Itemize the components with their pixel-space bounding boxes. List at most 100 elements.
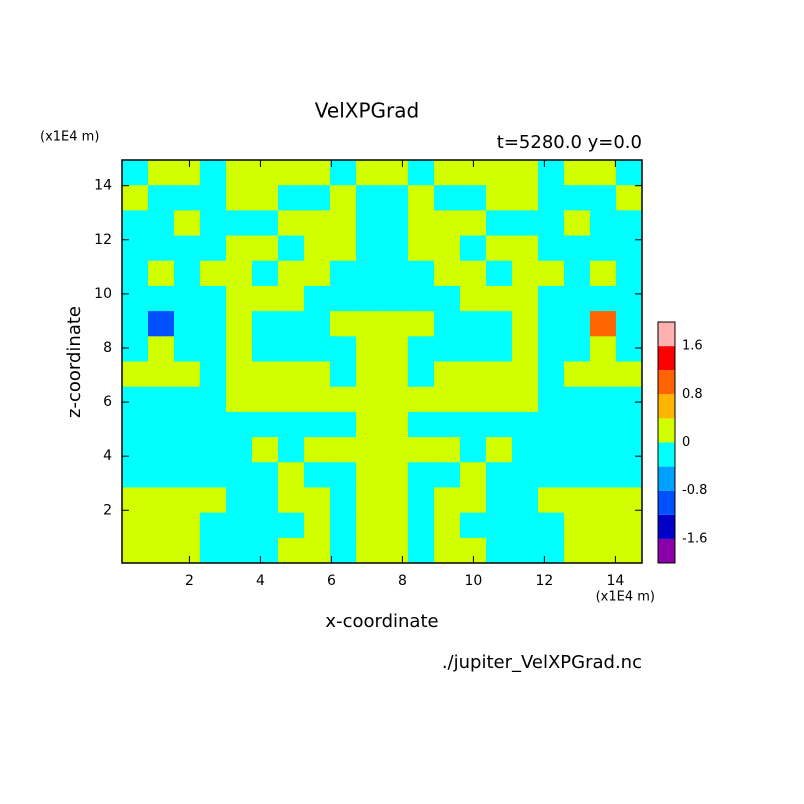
- contour-cell: [382, 285, 409, 312]
- contour-cell: [434, 285, 461, 312]
- contour-cell: [538, 160, 565, 186]
- contour-cell: [590, 361, 617, 388]
- contour-cell: [122, 386, 149, 413]
- contour-cell: [382, 160, 409, 186]
- colorbar-box: [658, 418, 675, 443]
- contour-cell: [408, 235, 435, 262]
- contour-cell: [408, 487, 435, 514]
- contour-cell: [616, 437, 643, 463]
- contour-cell: [148, 311, 175, 337]
- contour-cell: [252, 537, 279, 564]
- contour-cell: [460, 386, 487, 413]
- contour-cell: [122, 185, 149, 211]
- contour-cell: [148, 235, 175, 262]
- contour-cell: [148, 437, 175, 463]
- x-unit: (x1E4 m): [596, 590, 655, 605]
- contour-cell: [200, 311, 227, 337]
- contour-cell: [356, 185, 383, 211]
- contour-cell: [382, 185, 409, 211]
- contour-cell: [408, 185, 435, 211]
- x-tick-label: 8: [398, 573, 407, 589]
- contour-cell: [200, 210, 227, 237]
- contour-cell: [356, 160, 383, 186]
- contour-cell: [226, 336, 253, 362]
- contour-cell: [564, 311, 591, 337]
- contour-cell: [590, 160, 617, 186]
- contour-cell: [538, 311, 565, 337]
- contour-cell: [252, 462, 279, 488]
- contour-cell: [252, 361, 279, 388]
- contour-cell: [122, 361, 149, 388]
- contour-cell: [434, 260, 461, 287]
- contour-cell: [278, 160, 305, 186]
- y-tick-label: 14: [94, 178, 112, 194]
- contour-cell: [564, 336, 591, 362]
- colorbar-box: [658, 442, 675, 467]
- contour-cell: [252, 311, 279, 337]
- contour-cell: [512, 411, 539, 438]
- contour-cell: [486, 537, 513, 564]
- contour-cell: [460, 437, 487, 463]
- contour-cell: [174, 285, 201, 312]
- contour-cell: [512, 462, 539, 488]
- colorbar-label: -1.6: [682, 531, 707, 546]
- contour-cell: [330, 361, 357, 388]
- contour-cell: [564, 285, 591, 312]
- contour-cell: [408, 160, 435, 186]
- contour-cell: [512, 361, 539, 388]
- contour-cell: [252, 411, 279, 438]
- contour-cell: [512, 260, 539, 287]
- contour-cell: [590, 462, 617, 488]
- contour-cell: [460, 462, 487, 488]
- contour-cell: [148, 361, 175, 388]
- contour-cell: [408, 311, 435, 337]
- contour-cell: [512, 487, 539, 514]
- contour-cell: [434, 336, 461, 362]
- contour-cell: [304, 260, 331, 287]
- contour-cell: [304, 386, 331, 413]
- contour-cell: [200, 160, 227, 186]
- contour-cell: [486, 512, 513, 539]
- contour-cell: [200, 285, 227, 312]
- contour-cell: [434, 487, 461, 514]
- contour-field: [122, 160, 643, 564]
- contour-cell: [564, 235, 591, 262]
- contour-cell: [226, 285, 253, 312]
- contour-cell: [330, 437, 357, 463]
- contour-cell: [512, 160, 539, 186]
- contour-cell: [148, 487, 175, 514]
- contour-cell: [590, 512, 617, 539]
- contour-cell: [512, 437, 539, 463]
- contour-cell: [226, 361, 253, 388]
- contour-cell: [382, 361, 409, 388]
- contour-cell: [434, 210, 461, 237]
- contour-cell: [330, 537, 357, 564]
- contour-cell: [382, 437, 409, 463]
- contour-cell: [122, 210, 149, 237]
- plot-frame: [121, 159, 643, 564]
- contour-cell: [356, 386, 383, 413]
- contour-cell: [174, 185, 201, 211]
- x-tick-label: 2: [185, 573, 194, 589]
- contour-cell: [538, 462, 565, 488]
- contour-cell: [122, 311, 149, 337]
- contour-cell: [226, 185, 253, 211]
- contour-cell: [460, 285, 487, 312]
- contour-cell: [200, 235, 227, 262]
- contour-cell: [434, 235, 461, 262]
- contour-cell: [434, 462, 461, 488]
- contour-cell: [616, 260, 643, 287]
- contour-cell: [148, 411, 175, 438]
- contour-cell: [616, 411, 643, 438]
- contour-cell: [174, 462, 201, 488]
- contour-cell: [330, 386, 357, 413]
- contour-cell: [538, 185, 565, 211]
- contour-cell: [356, 361, 383, 388]
- contour-cell: [304, 235, 331, 262]
- contour-cell: [382, 537, 409, 564]
- contour-cell: [226, 386, 253, 413]
- contour-cell: [564, 160, 591, 186]
- contour-cell: [616, 487, 643, 514]
- colorbar-label: 0: [682, 435, 690, 450]
- contour-cell: [174, 361, 201, 388]
